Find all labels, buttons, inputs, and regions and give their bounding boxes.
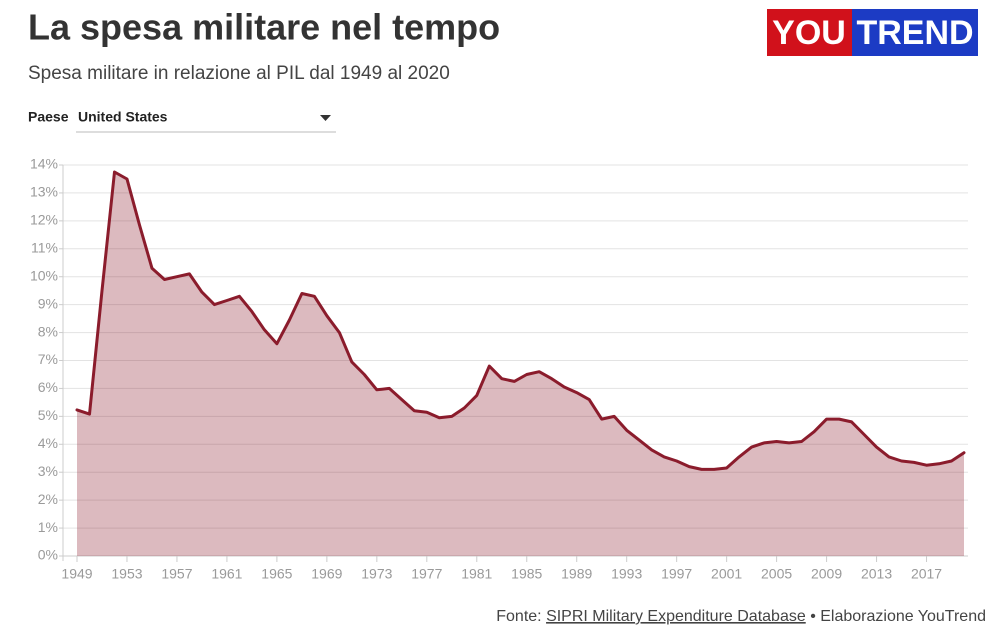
y-tick-label: 5% [38, 407, 58, 423]
y-tick-label: 0% [38, 547, 58, 563]
y-tick-label: 1% [38, 519, 58, 535]
x-tick-label: 1985 [511, 566, 542, 582]
x-tick-label: 1997 [661, 566, 692, 582]
dropdown-box[interactable] [76, 104, 336, 132]
y-tick-label: 3% [38, 463, 58, 479]
y-tick-label: 7% [38, 351, 58, 367]
y-tick-label: 6% [38, 379, 58, 395]
x-tick-label: 2017 [911, 566, 942, 582]
plot: 0% 1% 2% 3% 4% 5% 6% 7% 8% 9% 10% 11% 12% 13% 14% 1949 1… [30, 156, 968, 582]
x-tick-label: 1969 [311, 566, 342, 582]
chart-title: La spesa militare nel tempo [28, 7, 500, 48]
y-tick-label: 13% [30, 184, 58, 200]
x-tick-label: 2001 [711, 566, 742, 582]
x-tick-label: 2005 [761, 566, 792, 582]
x-tick-label: 1949 [61, 566, 92, 582]
chart-subtitle: Spesa militare in relazione al PIL dal 1… [28, 63, 450, 84]
filter-label: Paese [28, 109, 69, 125]
y-tick-label: 12% [30, 212, 58, 228]
y-tick-label: 11% [31, 239, 58, 255]
y-tick-label: 2% [38, 491, 58, 507]
x-tick-label: 1977 [411, 566, 442, 582]
x-tick-label: 1973 [361, 566, 392, 582]
y-tick-label: 10% [30, 267, 58, 283]
dropdown-arrow[interactable] [320, 115, 331, 121]
dropdown-value[interactable]: United States [78, 109, 168, 125]
logo-blue [852, 9, 978, 56]
source-prefix: Fonte: [496, 608, 541, 625]
logo-red [767, 9, 852, 56]
x-tick-label: 1957 [161, 566, 192, 582]
source: Fonte: SIPRI Military Expenditure Databa… [496, 608, 986, 625]
logo-text: TREND [856, 14, 973, 52]
source-link[interactable]: SIPRI Military Expenditure Database [546, 608, 806, 625]
x-tick-label: 1953 [111, 566, 142, 582]
source-suffix: • Elaborazione YouTrend [810, 608, 986, 625]
x-tick-label: 2013 [861, 566, 892, 582]
logo-text: YOU [772, 14, 846, 52]
x-tick-label: 2009 [811, 566, 842, 582]
y-tick-label: 14% [30, 156, 58, 172]
y-tick-label: 9% [38, 295, 58, 311]
y-tick-label: 8% [38, 323, 58, 339]
x-tick-label: 1981 [461, 566, 492, 582]
x-tick-label: 1961 [211, 566, 242, 582]
y-tick-label: 4% [38, 435, 58, 451]
area-fill [77, 172, 964, 556]
logo: YOU TREND [767, 9, 978, 56]
area-line [75, 170, 966, 471]
x-tick-label: 1993 [611, 566, 642, 582]
x-tick-label: 1989 [561, 566, 592, 582]
x-tick-label: 1965 [261, 566, 292, 582]
dropdown[interactable]: United States [76, 104, 336, 133]
